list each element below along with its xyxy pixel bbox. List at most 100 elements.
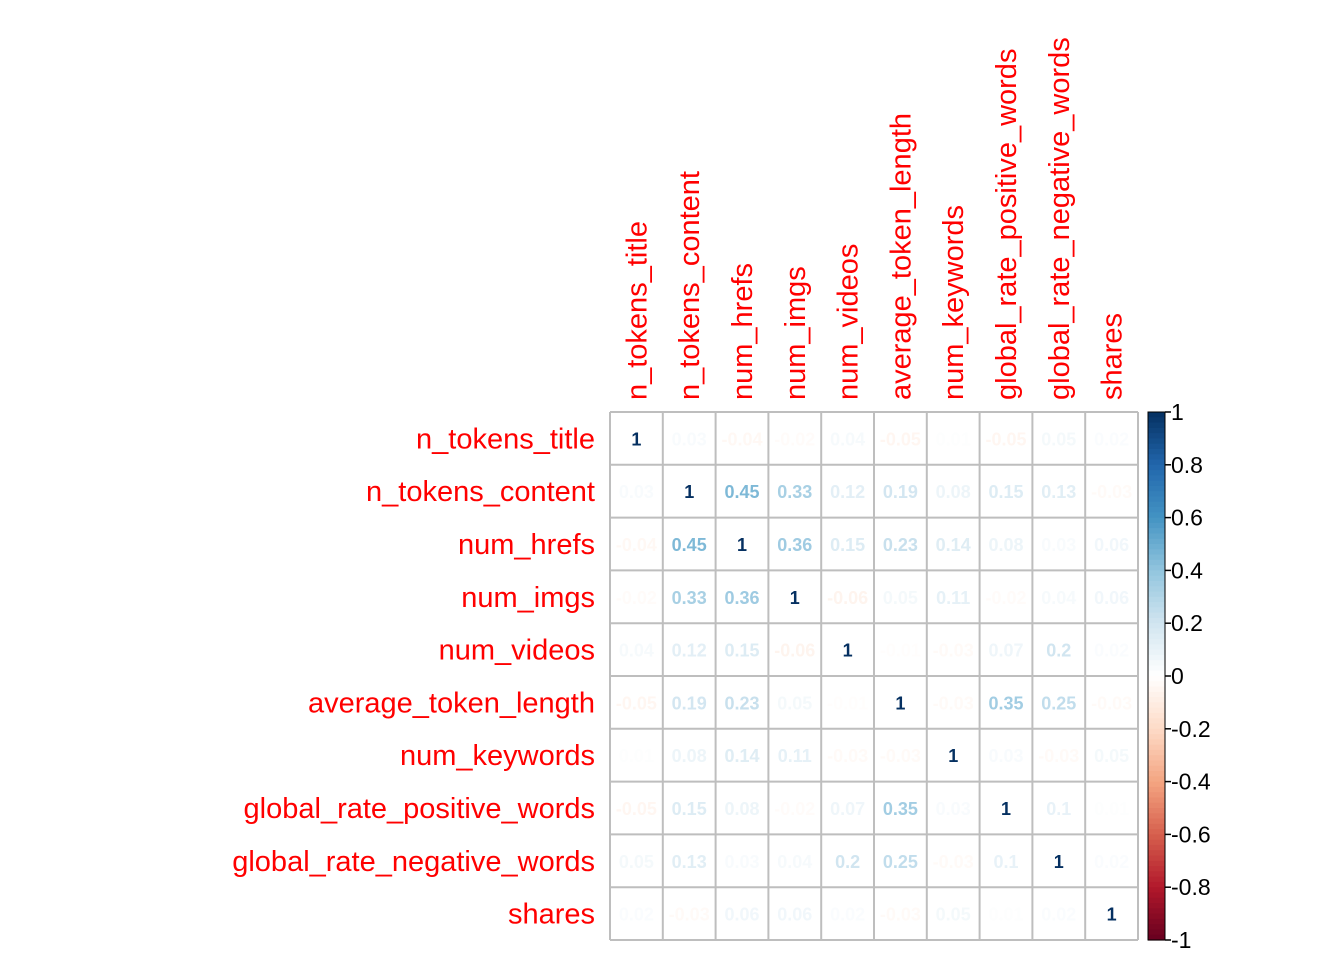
- colorbar-segment: [1148, 839, 1165, 846]
- colorbar-segment: [1148, 665, 1165, 672]
- heatmap-cell: [768, 887, 822, 940]
- colorbar-segment: [1148, 897, 1165, 904]
- heatmap-cell: [1032, 781, 1086, 835]
- colorbar-segment: [1148, 559, 1165, 566]
- cell-value-label: -0.02: [774, 429, 815, 449]
- cell-value-label: -0.01: [880, 641, 921, 661]
- cell-value-label: 0.05: [883, 588, 918, 608]
- colorbar-segment: [1148, 728, 1165, 735]
- colorbar-segment: [1148, 554, 1165, 561]
- row-label: n_tokens_content: [366, 476, 595, 508]
- heatmap-cell: [926, 834, 980, 888]
- heatmap-cell: [821, 834, 874, 888]
- colorbar-segment: [1148, 470, 1165, 476]
- colorbar-segment: [1148, 887, 1165, 894]
- cell-value-label: 0.45: [672, 535, 707, 555]
- heatmap-cell: [979, 570, 1033, 624]
- colorbar-segment: [1148, 422, 1165, 429]
- row-label: average_token_length: [308, 687, 595, 719]
- cell-value-label: 0.45: [724, 482, 759, 502]
- colorbar-segment: [1148, 823, 1165, 830]
- heatmap-cell: [979, 781, 1033, 835]
- cell-value-label: 0.2: [1046, 641, 1071, 661]
- heatmap-cell: [715, 728, 769, 782]
- cell-value-label: -0.04: [616, 535, 657, 555]
- cell-value-label: 0.36: [724, 588, 759, 608]
- heatmap-cell: [768, 676, 822, 729]
- heatmap-cell: [768, 570, 822, 624]
- colorbar-segment: [1148, 892, 1165, 899]
- cell-value-label: 0.15: [724, 641, 759, 661]
- column-label: num_imgs: [780, 266, 812, 400]
- cell-value-label: 0.19: [672, 693, 707, 713]
- colorbar-segment: [1148, 459, 1165, 466]
- colorbar-segment: [1148, 702, 1165, 709]
- cell-value-label: 0.15: [988, 482, 1023, 502]
- colorbar-segment: [1148, 670, 1165, 677]
- colorbar-segment: [1148, 797, 1165, 804]
- heatmap-cell: [662, 887, 716, 940]
- column-label: average_token_length: [885, 113, 917, 400]
- colorbar-segment: [1148, 496, 1165, 503]
- cell-value-label: -0.03: [669, 905, 710, 925]
- cell-value-label: -0.05: [880, 429, 921, 449]
- heatmap-cell: [662, 517, 716, 571]
- cell-value-label: 0.33: [777, 482, 812, 502]
- colorbar-tick-label: 0.6: [1171, 505, 1203, 531]
- heatmap-cell: [1085, 623, 1138, 676]
- heatmap-cell: [874, 623, 927, 676]
- heatmap-cell: [926, 464, 980, 518]
- heatmap-cell: [1032, 728, 1086, 782]
- colorbar-segment: [1148, 918, 1165, 925]
- colorbar-segment: [1148, 565, 1165, 571]
- heatmap-cell: [662, 570, 716, 624]
- heatmap-cell: [926, 887, 980, 940]
- heatmap-cell: [662, 623, 716, 676]
- colorbar-segment: [1148, 628, 1165, 635]
- colorbar-segment: [1148, 533, 1165, 540]
- cell-value-label: 0.01: [619, 746, 654, 766]
- heatmap-cell: [874, 676, 927, 729]
- heatmap-cell: [1085, 781, 1138, 835]
- colorbar-segment: [1148, 580, 1165, 587]
- colorbar-segment: [1148, 792, 1165, 799]
- heatmap-cell: [715, 623, 769, 676]
- heatmap-cell: [715, 887, 769, 940]
- colorbar-segment: [1148, 755, 1165, 762]
- cell-value-label: 0.02: [1094, 852, 1129, 872]
- colorbar-tick-label: 1: [1171, 399, 1184, 425]
- cell-value-label: 1: [895, 693, 905, 713]
- cell-value-label: 0.25: [1041, 693, 1076, 713]
- cell-value-label: 0.04: [619, 641, 654, 661]
- heatmap-cell: [662, 676, 716, 729]
- colorbar-segment: [1148, 612, 1165, 619]
- colorbar-segment: [1148, 686, 1165, 693]
- colorbar-segment: [1148, 723, 1165, 730]
- cell-value-label: 0.13: [1041, 482, 1076, 502]
- colorbar-segment: [1148, 913, 1165, 920]
- column-label: shares: [1097, 313, 1129, 400]
- column-labels: n_tokens_title n_tokens_content num_hrefs n…: [621, 37, 1128, 400]
- heatmap-cell: [768, 412, 822, 465]
- heatmap-cell: [979, 834, 1033, 888]
- colorbar-segment: [1148, 596, 1165, 603]
- colorbar-segment: [1148, 691, 1165, 698]
- heatmap-cell: [926, 676, 980, 729]
- cell-value-label: -0.02: [774, 799, 815, 819]
- heatmap-cell: [610, 412, 663, 465]
- cell-value-label: 0.23: [883, 535, 918, 555]
- colorbar-segment: [1148, 575, 1165, 582]
- heatmap-cell: [926, 412, 980, 465]
- cell-value-label: 0.12: [830, 482, 865, 502]
- row-label: shares: [508, 899, 595, 931]
- heatmap-cell: [610, 887, 663, 940]
- colorbar-segment: [1148, 808, 1165, 814]
- cell-value-label: 0.06: [1094, 588, 1129, 608]
- cell-value-label: 1: [1001, 799, 1011, 819]
- heatmap-cell: [821, 728, 874, 782]
- heatmap-cell: [662, 728, 716, 782]
- heatmap-cell: [662, 781, 716, 835]
- heatmap-cell: [1032, 464, 1086, 518]
- cell-value-label: 0.35: [988, 693, 1023, 713]
- colorbar-segment: [1148, 876, 1165, 883]
